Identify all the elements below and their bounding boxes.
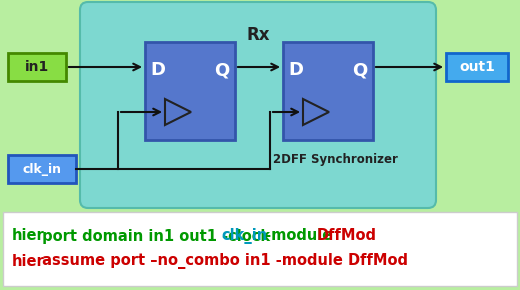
Text: clk_in: clk_in (222, 228, 268, 244)
Text: Rx: Rx (246, 26, 270, 44)
Polygon shape (165, 99, 191, 125)
Text: in1: in1 (25, 60, 49, 74)
FancyBboxPatch shape (8, 155, 76, 183)
FancyBboxPatch shape (283, 42, 373, 140)
Text: out1: out1 (459, 60, 495, 74)
Text: DffMod: DffMod (317, 229, 377, 244)
Text: clk_in: clk_in (22, 162, 61, 175)
Text: 2DFF Synchronizer: 2DFF Synchronizer (272, 153, 397, 166)
Text: assume port –no_combo in1 -module DffMod: assume port –no_combo in1 -module DffMod (37, 253, 408, 269)
FancyBboxPatch shape (446, 53, 508, 81)
Polygon shape (303, 99, 329, 125)
Text: -module: -module (260, 229, 337, 244)
FancyBboxPatch shape (145, 42, 235, 140)
Text: hier: hier (12, 229, 45, 244)
Text: Q: Q (214, 61, 230, 79)
Text: D: D (150, 61, 165, 79)
FancyBboxPatch shape (80, 2, 436, 208)
Text: port domain in1 out1 -clock: port domain in1 out1 -clock (37, 229, 276, 244)
Text: hier: hier (12, 253, 45, 269)
FancyBboxPatch shape (3, 212, 517, 286)
FancyBboxPatch shape (8, 53, 66, 81)
Text: Q: Q (353, 61, 368, 79)
Text: D: D (289, 61, 304, 79)
